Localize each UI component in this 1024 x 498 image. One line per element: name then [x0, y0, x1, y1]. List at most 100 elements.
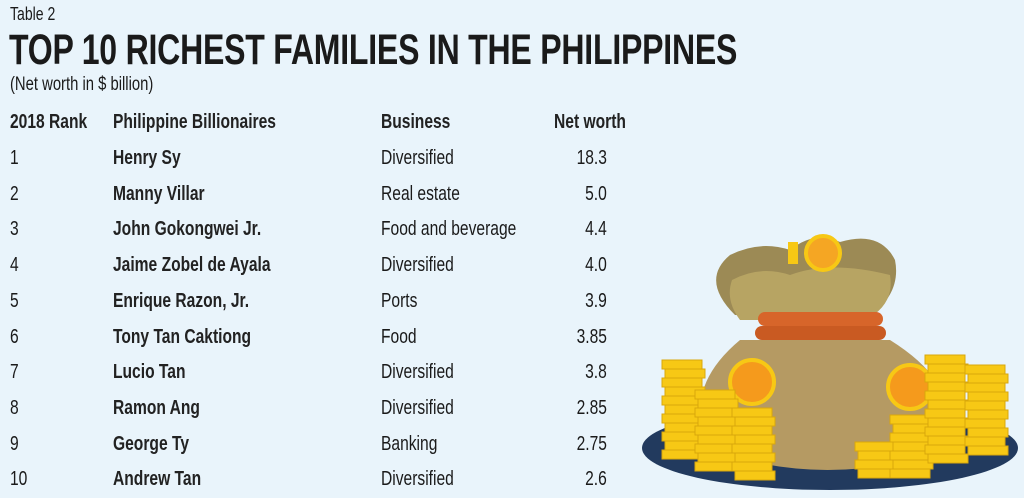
coin-icon [694, 461, 736, 472]
business-cell: Ports [381, 289, 418, 312]
coin-icon [924, 444, 966, 455]
coin-icon [886, 363, 934, 411]
coin-icon [889, 432, 931, 443]
coin-icon [728, 358, 776, 406]
rank-cell: 5 [10, 289, 19, 312]
coin-icon [734, 470, 776, 481]
net-worth-cell: 18.3 [576, 147, 607, 169]
name-cell: George Ty [113, 432, 190, 455]
rank-cell: 7 [10, 361, 19, 384]
coin-icon [924, 354, 966, 365]
coin-icon [927, 381, 969, 392]
coin-icon [927, 435, 969, 446]
coin-icon [734, 434, 776, 445]
coin-icon [927, 417, 969, 428]
name-cell: John Gokongwei Jr. [113, 218, 262, 241]
rank-cell: 10 [10, 468, 28, 491]
coin-icon [967, 427, 1009, 438]
net-worth-cell: 2.85 [576, 396, 607, 419]
header-name: Philippine Billionaires [113, 111, 276, 133]
coin-icon [967, 409, 1009, 420]
coin-icon [694, 407, 736, 418]
net-worth-cell: 3.85 [576, 325, 607, 348]
business-cell: Banking [381, 432, 438, 455]
net-worth-cell: 3.8 [585, 361, 607, 384]
business-cell: Real estate [381, 182, 460, 205]
business-cell: Food and beverage [381, 218, 517, 241]
coin-icon [964, 418, 1006, 429]
coin-icon [964, 382, 1006, 393]
table-label: Table 2 [10, 4, 56, 24]
business-cell: Diversified [381, 468, 454, 491]
business-cell: Food [381, 325, 417, 348]
coin-icon [964, 400, 1006, 411]
coin-icon [661, 377, 703, 388]
coin-icon [889, 468, 931, 479]
coin-icon [964, 436, 1006, 447]
name-cell: Jaime Zobel de Ayala [113, 254, 271, 277]
coin-icon [892, 459, 934, 470]
rank-cell: 4 [10, 254, 19, 277]
coin-icon [927, 453, 969, 464]
rank-cell: 6 [10, 325, 19, 348]
coin-icon [967, 391, 1009, 402]
subtitle: (Net worth in $ billion) [10, 74, 154, 95]
header-net-worth: Net worth [554, 111, 626, 133]
coin-icon [967, 373, 1009, 384]
header-business: Business [381, 111, 451, 133]
coin-icon [734, 452, 776, 463]
coin-icon [697, 434, 739, 445]
name-cell: Henry Sy [113, 147, 181, 169]
coin-icon [731, 461, 773, 472]
name-cell: Ramon Ang [113, 396, 200, 419]
page-title: TOP 10 RICHEST FAMILIES IN THE PHILIPPIN… [9, 26, 738, 74]
coin-icon [967, 445, 1009, 456]
coin-icon [889, 450, 931, 461]
net-worth-cell: 2.6 [585, 468, 607, 491]
net-worth-cell: 3.9 [585, 289, 607, 312]
name-cell: Andrew Tan [113, 468, 202, 491]
name-cell: Tony Tan Caktiong [113, 325, 252, 348]
coin-icon [697, 452, 739, 463]
coin-icon [804, 234, 842, 272]
coin-icon [927, 399, 969, 410]
coin-icon [924, 372, 966, 383]
coin-icon [924, 408, 966, 419]
net-worth-cell: 2.75 [576, 432, 607, 455]
business-cell: Diversified [381, 396, 454, 419]
rank-cell: 3 [10, 218, 19, 241]
coin-icon [694, 389, 736, 400]
name-cell: Enrique Razon, Jr. [113, 289, 250, 312]
rank-cell: 2 [10, 182, 19, 205]
business-cell: Diversified [381, 361, 454, 384]
net-worth-cell: 4.0 [585, 254, 607, 277]
business-cell: Diversified [381, 254, 454, 277]
coin-icon [924, 426, 966, 437]
net-worth-cell: 4.4 [585, 218, 607, 241]
coin-icon [694, 443, 736, 454]
coin-icon [731, 407, 773, 418]
coin-icon [694, 425, 736, 436]
coin-icon [734, 416, 776, 427]
coin-stacks [661, 354, 1009, 481]
coin-icon [927, 363, 969, 374]
coin-icon [697, 416, 739, 427]
header-rank: 2018 Rank [10, 111, 88, 133]
money-bag-illustration [642, 234, 1018, 490]
coin-icon [664, 368, 706, 379]
rank-cell: 9 [10, 432, 19, 455]
net-worth-cell: 5.0 [585, 182, 607, 205]
rank-cell: 8 [10, 396, 19, 419]
coin-icon [854, 441, 896, 452]
coin-icon [731, 425, 773, 436]
name-cell: Manny Villar [113, 182, 205, 205]
coin-icon [661, 359, 703, 370]
coin-icon [964, 364, 1006, 375]
rope [758, 312, 883, 326]
coin-icon [697, 398, 739, 409]
coin-icon [924, 390, 966, 401]
business-cell: Diversified [381, 147, 454, 169]
rank-cell: 1 [10, 147, 19, 169]
name-cell: Lucio Tan [113, 361, 186, 384]
